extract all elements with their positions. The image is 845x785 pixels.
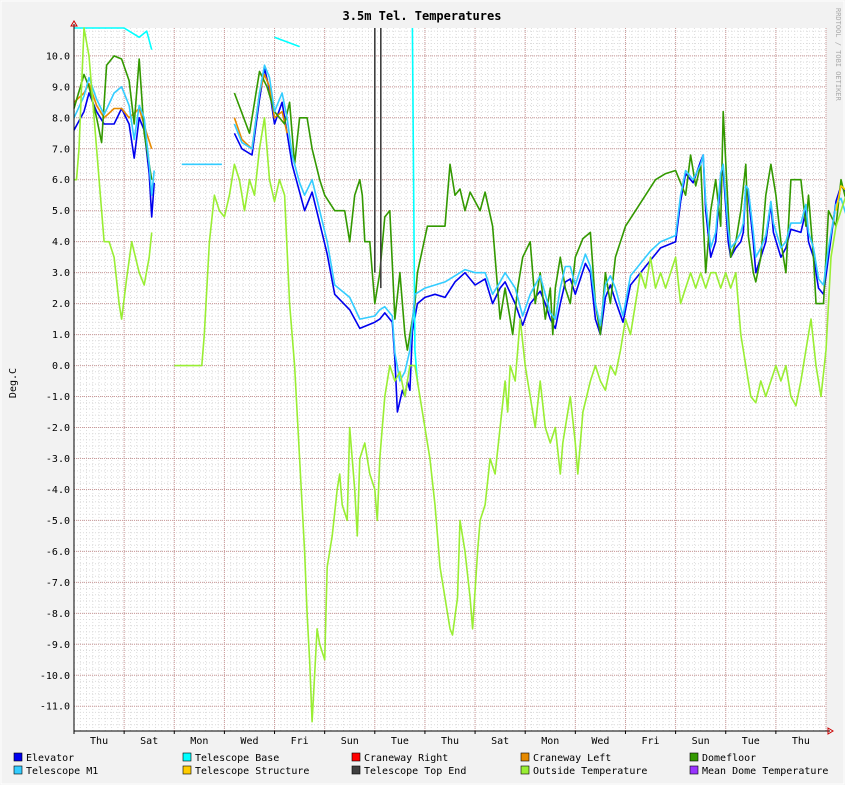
x-tick-label: Tue [391, 736, 409, 747]
y-tick-label: 1.0 [52, 330, 70, 341]
y-tick-label: -6.0 [46, 547, 70, 558]
legend-swatch [689, 765, 699, 775]
legend-swatch [520, 765, 530, 775]
legend-entry: Mean Dome Temperature [702, 766, 828, 777]
legend-entry: Elevator [26, 753, 74, 764]
legend-entry: Telescope Structure [195, 766, 309, 777]
series-line-outside-temperature [74, 27, 845, 723]
y-tick-label: 8.0 [52, 113, 70, 124]
y-tick-label: -8.0 [46, 609, 70, 620]
series-line-domefloor [73, 55, 845, 351]
x-tick-label: Sat [140, 736, 158, 747]
y-tick-label: -4.0 [46, 485, 70, 496]
x-tick-label: Sun [692, 736, 710, 747]
series-line-telescope-m1 [73, 64, 845, 382]
axes: Thu Sat Mon Wed Fri Sun Tue Thu Sat Mon Wed Fri Sun T… [70, 20, 834, 747]
x-tick-label: Thu [441, 736, 459, 747]
series-line-telescope-top-end [374, 28, 382, 289]
y-tick-label: 0.0 [52, 361, 70, 372]
y-tick-label: -10.0 [40, 671, 70, 682]
legend-entry: Domefloor [702, 753, 756, 764]
legend-entry: Craneway Left [533, 753, 611, 764]
x-tick-label: Wed [591, 736, 609, 747]
legend-swatch [13, 765, 23, 775]
y-tick-label: -11.0 [40, 702, 70, 713]
y-tick-label: -3.0 [46, 454, 70, 465]
y-tick-label: 9.0 [52, 82, 70, 93]
legend-swatch [182, 765, 192, 775]
legend-swatch [13, 752, 23, 762]
y-tick-label: 7.0 [52, 144, 70, 155]
y-tick-label: 2.0 [52, 299, 70, 310]
x-tick-label: Fri [642, 736, 660, 747]
x-tick-label: Wed [240, 736, 258, 747]
x-tick-label: Tue [742, 736, 760, 747]
legend-entry: Telescope M1 [26, 766, 98, 777]
legend-swatch [689, 752, 699, 762]
legend-entry: Telescope Base [195, 753, 279, 764]
legend-entry: Telescope Top End [364, 766, 466, 777]
chart-title: 3.5m Tel. Temperatures [343, 9, 502, 23]
x-tick-label: Mon [541, 736, 559, 747]
grid: 10.0 9.0 8.0 7.0 6.0 5.0 4.0 3.0 2.0 1.0 0.0 -1.0 -2… [40, 28, 827, 732]
y-axis-arrow [70, 20, 78, 27]
legend: Elevator Telescope Base Craneway Right Cran… [13, 752, 828, 777]
series-line-telescope-base [74, 27, 419, 382]
y-tick-label: -5.0 [46, 516, 70, 527]
watermark: RRDTOOL / TOBI OETIKER [834, 8, 842, 102]
legend-entry: Craneway Right [364, 753, 448, 764]
x-axis-arrow [827, 727, 834, 735]
series-line-telescope-structure [835, 185, 845, 211]
y-tick-label: 5.0 [52, 206, 70, 217]
legend-entry: Outside Temperature [533, 766, 647, 777]
x-tick-label: Fri [291, 736, 309, 747]
legend-swatch [351, 752, 361, 762]
x-tick-label: Mon [190, 736, 208, 747]
y-tick-label: -1.0 [46, 392, 70, 403]
y-tick-label: 6.0 [52, 175, 70, 186]
legend-swatch [182, 752, 192, 762]
x-tick-label: Thu [90, 736, 108, 747]
y-tick-label: 3.0 [52, 268, 70, 279]
series-lines [73, 27, 845, 723]
x-tick-label: Thu [792, 736, 810, 747]
legend-swatch [520, 752, 530, 762]
y-tick-label: 10.0 [46, 51, 70, 62]
y-tick-label: -7.0 [46, 578, 70, 589]
x-tick-label: Sat [491, 736, 509, 747]
legend-swatch [351, 765, 361, 775]
y-tick-label: -9.0 [46, 640, 70, 651]
y-axis-label: Deg.C [8, 368, 19, 398]
y-tick-label: -2.0 [46, 423, 70, 434]
y-tick-label: 4.0 [52, 237, 70, 248]
x-tick-label: Sun [341, 736, 359, 747]
